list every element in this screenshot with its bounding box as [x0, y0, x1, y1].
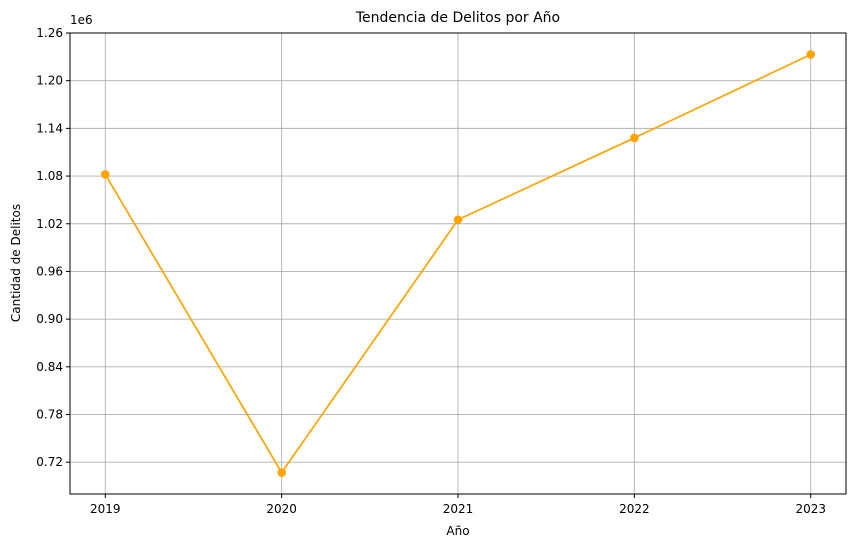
- data-point: [100, 170, 110, 179]
- y-tick-label: 1.02: [36, 217, 63, 231]
- x-tick-label: 2021: [443, 502, 474, 516]
- x-axis-ticks: 2019 2020 2021 2022 2023: [90, 494, 826, 516]
- y-tick-label: 1.20: [36, 74, 63, 88]
- y-tick-label: 0.96: [36, 264, 63, 278]
- plot-frame: [69, 32, 847, 495]
- x-axis-title: Año: [446, 524, 469, 538]
- x-tick-label: 2020: [266, 502, 297, 516]
- chart-title: Tendencia de Delitos por Año: [355, 10, 560, 26]
- y-axis-ticks: 0.72 0.78 0.84 0.90 0.96 1.02 1.08 1.14 1.20 1.26: [36, 26, 70, 469]
- x-tick-label: 2023: [795, 502, 826, 516]
- y-tick-label: 0.84: [36, 360, 63, 374]
- x-tick-label: 2019: [90, 502, 121, 516]
- x-tick-label: 2022: [619, 502, 650, 516]
- data-point: [630, 133, 639, 143]
- y-tick-label: 1.08: [36, 169, 63, 183]
- y-tick-label: 1.14: [36, 121, 63, 135]
- y-tick-label: 0.90: [36, 312, 63, 326]
- y-axis-title: Cantidad de Delitos: [9, 204, 23, 322]
- data-point: [277, 468, 286, 477]
- y-tick-label: 1.26: [36, 26, 63, 40]
- data-point: [806, 50, 816, 59]
- y-scale-label: 1e6: [70, 13, 93, 27]
- data-point: [453, 215, 463, 225]
- grid-lines: [70, 32, 846, 494]
- y-tick-label: 0.78: [36, 408, 63, 422]
- series-group: [100, 50, 816, 477]
- y-tick-label: 0.72: [36, 455, 63, 469]
